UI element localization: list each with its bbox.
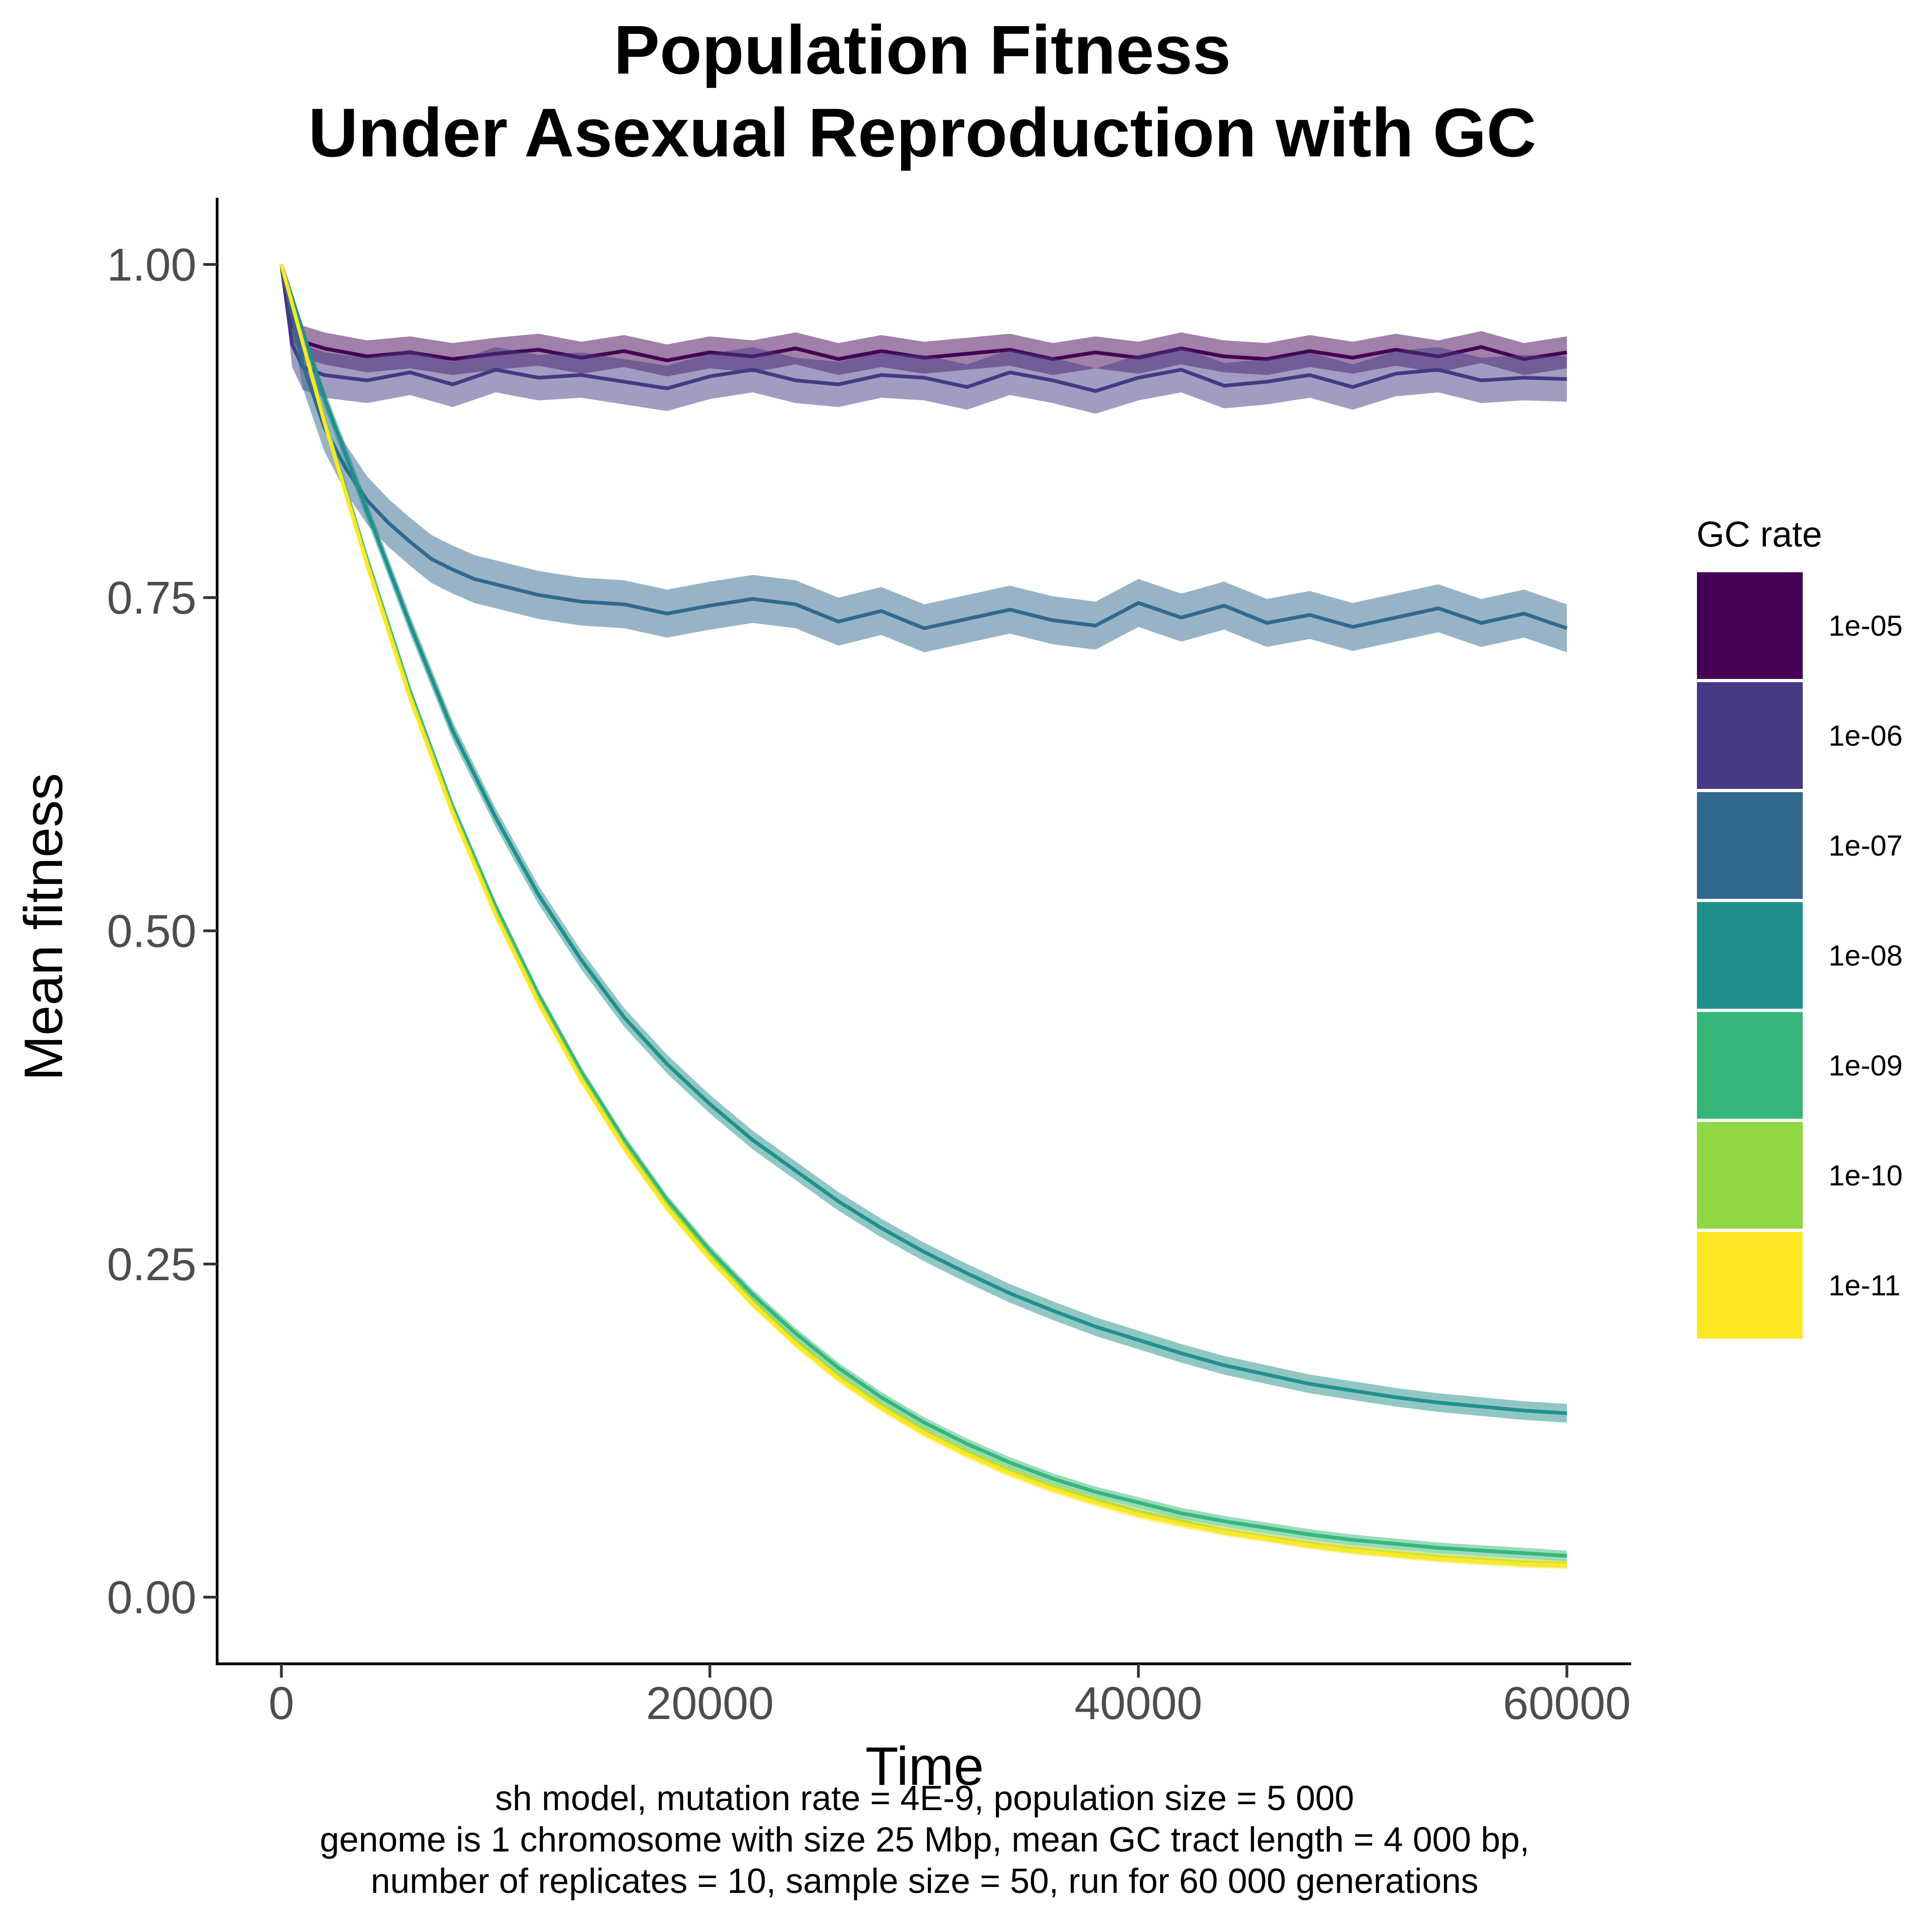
plot-series (279, 264, 1568, 1570)
legend-swatch-1e-09 (1697, 1012, 1803, 1119)
legend-label-1e-08: 1e-08 (1828, 940, 1903, 972)
series-band-1e-06 (281, 264, 1567, 414)
series-band-1e-07 (281, 264, 1567, 652)
x-tick-label: 60000 (1503, 1678, 1631, 1729)
series-band-1e-10 (281, 264, 1567, 1568)
legend-label-1e-10: 1e-10 (1828, 1160, 1903, 1192)
series-band-1e-05 (281, 264, 1567, 377)
caption-line-2: genome is 1 chromosome with size 25 Mbp,… (320, 1820, 1530, 1859)
legend-label-1e-06: 1e-06 (1828, 720, 1903, 752)
y-tick-label: 0.50 (107, 906, 196, 957)
legend: 1e-05 1e-06 1e-07 1e-08 1e-09 1e-10 1e-11 (1697, 572, 1903, 1339)
legend-label-1e-09: 1e-09 (1828, 1050, 1903, 1082)
series-band-1e-09 (281, 264, 1567, 1561)
legend-label-1e-07: 1e-07 (1828, 830, 1903, 862)
series-line-1e-06 (279, 264, 1567, 393)
chart-title-line-2: Under Asexual Reproduction with GC (308, 94, 1536, 171)
x-tick-label: 20000 (646, 1678, 774, 1729)
y-axis-ticks: 0.00 0.25 0.50 0.75 1.00 (107, 239, 217, 1623)
y-tick-label: 0.75 (107, 572, 196, 624)
legend-swatch-1e-06 (1697, 682, 1803, 789)
legend-swatch-1e-08 (1697, 902, 1803, 1009)
y-axis-title: Mean fitness (13, 773, 74, 1081)
legend-title: GC rate (1696, 514, 1822, 554)
series-line-1e-09 (279, 264, 1567, 1558)
series-line-1e-07 (279, 264, 1568, 630)
legend-swatch-1e-07 (1697, 792, 1803, 899)
x-tick-label: 0 (269, 1678, 294, 1729)
series-line-1e-10 (279, 264, 1567, 1566)
series-band-1e-11 (281, 264, 1567, 1570)
series-band-1e-08 (281, 264, 1567, 1423)
y-tick-label: 0.00 (107, 1572, 196, 1623)
legend-label-1e-11: 1e-11 (1828, 1270, 1900, 1302)
x-axis-ticks: 0 20000 40000 60000 (269, 1664, 1631, 1729)
legend-swatch-1e-11 (1697, 1232, 1803, 1339)
caption-line-3: number of replicates = 10, sample size =… (371, 1862, 1478, 1901)
series-line-1e-11 (279, 264, 1567, 1567)
legend-label-1e-05: 1e-05 (1828, 610, 1903, 642)
legend-swatch-1e-10 (1697, 1122, 1803, 1229)
caption-line-1: sh model, mutation rate = 4E-9, populati… (495, 1779, 1354, 1818)
y-tick-label: 1.00 (107, 239, 196, 291)
chart-title-line-1: Population Fitness (614, 11, 1231, 88)
x-axis-title: Time (865, 1736, 984, 1797)
y-tick-label: 0.25 (107, 1239, 196, 1290)
x-tick-label: 40000 (1075, 1678, 1202, 1729)
series-line-1e-08 (279, 264, 1567, 1415)
legend-swatch-1e-05 (1697, 572, 1803, 679)
